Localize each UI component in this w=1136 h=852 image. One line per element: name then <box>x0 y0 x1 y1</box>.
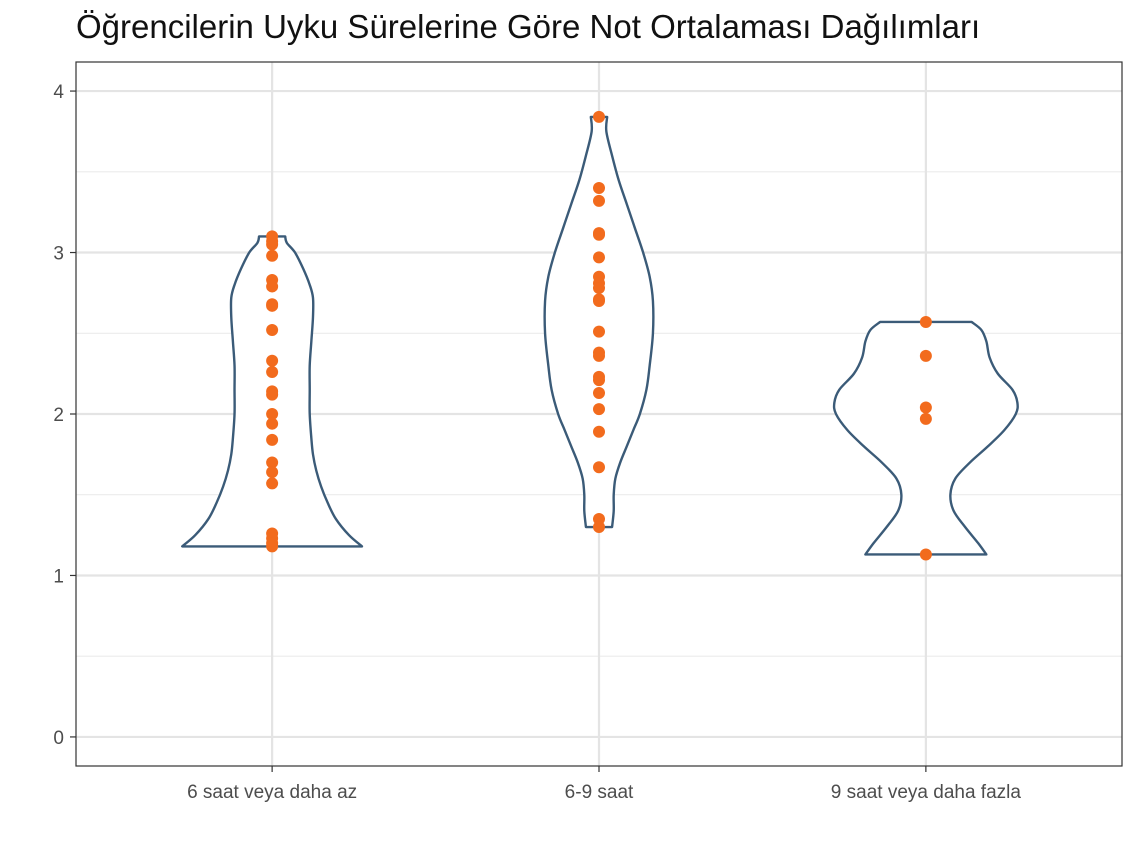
y-tick-label: 4 <box>53 82 64 103</box>
data-point <box>266 280 279 293</box>
data-point <box>593 349 605 362</box>
data-point <box>593 181 605 194</box>
y-tick-label: 2 <box>53 405 64 426</box>
data-points <box>266 110 932 561</box>
data-point <box>266 433 279 446</box>
x-tick-label: 6 saat veya daha az <box>187 782 357 803</box>
data-point <box>593 325 605 338</box>
violin-shape <box>832 320 1019 556</box>
y-tick-label: 0 <box>53 728 64 749</box>
data-point <box>266 417 279 430</box>
data-point <box>266 238 279 251</box>
data-point <box>266 388 279 401</box>
data-point <box>593 403 605 416</box>
data-point <box>266 249 279 262</box>
data-point <box>593 228 605 241</box>
data-point <box>266 408 279 420</box>
y-tick-label: 1 <box>53 566 64 587</box>
data-point <box>593 251 605 264</box>
violin-shape <box>543 115 655 529</box>
data-point <box>593 374 605 387</box>
data-point <box>593 387 605 400</box>
data-point <box>593 282 605 295</box>
data-point <box>919 412 932 425</box>
data-point <box>593 461 605 474</box>
data-point <box>919 315 932 328</box>
x-tick-label: 9 saat veya daha fazla <box>831 782 1022 803</box>
data-point <box>593 110 605 123</box>
chart-title: Öğrencilerin Uyku Sürelerine Göre Not Or… <box>76 8 981 45</box>
y-tick-label: 3 <box>53 244 64 265</box>
data-point <box>593 425 605 438</box>
data-point <box>266 324 279 337</box>
data-point <box>593 294 605 307</box>
data-point <box>266 456 279 469</box>
data-point <box>266 366 279 379</box>
data-point <box>919 349 932 362</box>
x-tick-label: 6-9 saat <box>565 782 634 803</box>
data-point <box>266 540 279 553</box>
data-point <box>266 466 279 479</box>
data-point <box>919 548 932 561</box>
data-point <box>266 299 279 312</box>
axes: 0 1 2 3 4 6 saat veya daha az 6-9 saat 9 saat v… <box>53 82 1021 803</box>
data-point <box>919 401 932 414</box>
data-point <box>266 477 279 490</box>
data-point <box>593 194 605 207</box>
data-point <box>593 521 605 534</box>
data-point <box>266 354 279 367</box>
